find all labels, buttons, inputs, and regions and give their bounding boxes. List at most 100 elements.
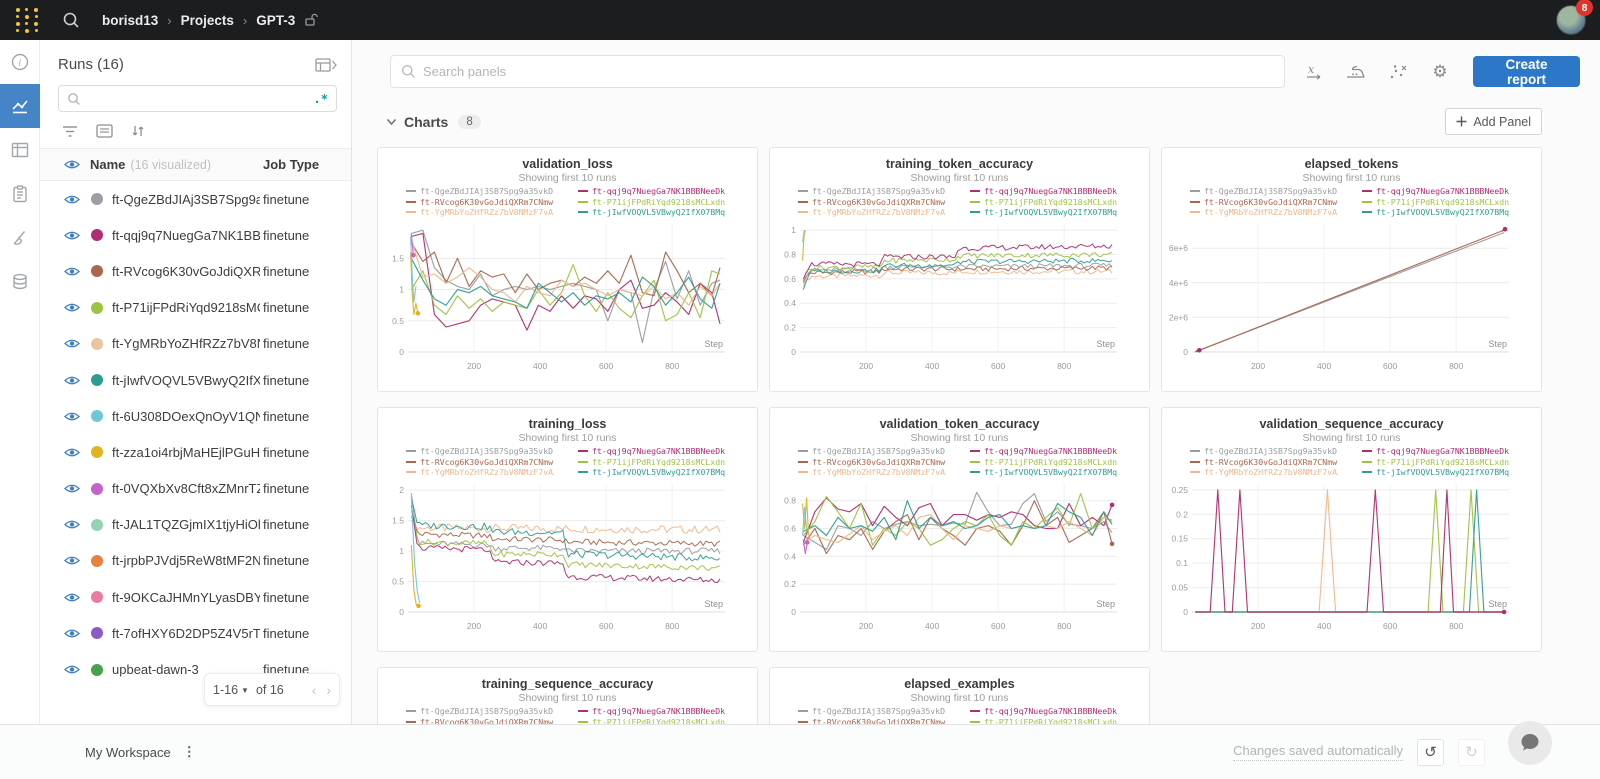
eye-icon[interactable]	[64, 302, 80, 313]
legend-entry[interactable]: ft-YgMRbYoZHfRZz7bV8NMzF7vA	[406, 207, 578, 218]
chart-panel[interactable]: training_token_accuracy Showing first 10…	[769, 147, 1150, 392]
legend-entry[interactable]: ft-qqj9q7NuegGa7NK1BBBNeeDk	[970, 706, 1142, 717]
chat-support-button[interactable]	[1508, 721, 1552, 765]
eye-icon[interactable]	[64, 411, 80, 422]
legend-entry[interactable]: ft-QgeZBdJIAj3SB7Spg9a35vkD	[798, 186, 970, 197]
run-row[interactable]: ft-zza1oi4rbjMaHEjlPGuH finetune	[40, 434, 351, 470]
legend-entry[interactable]: ft-qqj9q7NuegGa7NK1BBBNeeDk	[970, 446, 1142, 457]
legend-entry[interactable]: ft-P71ijFPdRiYqd9218sMCLxdn	[970, 457, 1142, 468]
workspace-menu-kebab-icon[interactable]: ⋮	[182, 744, 196, 759]
legend-entry[interactable]: ft-P71ijFPdRiYqd9218sMCLxdn	[578, 197, 750, 208]
legend-entry[interactable]: ft-RVcog6K30vGoJdiQXRm7CNmw	[406, 457, 578, 468]
run-name[interactable]: ft-YgMRbYoZHfRZz7bV8NMzF7vA	[112, 336, 260, 352]
run-name[interactable]: ft-JAL1TQZGjmIX1tjyHiOl	[112, 517, 260, 533]
legend-entry[interactable]: ft-YgMRbYoZHfRZz7bV8NMzF7vA	[798, 467, 970, 478]
run-name[interactable]: upbeat-dawn-3	[112, 662, 199, 678]
chart-panel[interactable]: training_loss Showing first 10 runs ft-Q…	[377, 407, 758, 652]
eye-icon[interactable]	[64, 159, 80, 170]
column-header-name[interactable]: Name	[90, 157, 126, 172]
legend-entry[interactable]: ft-RVcog6K30vGoJdiQXRm7CNmw	[798, 457, 970, 468]
rail-item-charts[interactable]	[0, 84, 40, 128]
x-axis-settings-icon[interactable]: x	[1303, 61, 1325, 83]
legend-entry[interactable]: ft-YgMRbYoZHfRZz7bV8NMzF7vA	[798, 207, 970, 218]
run-name[interactable]: ft-P71ijFPdRiYqd9218sMCLxdn	[112, 300, 260, 316]
legend-entry[interactable]: ft-YgMRbYoZHfRZz7bV8NMzF7vA	[1190, 467, 1362, 478]
search-icon[interactable]	[62, 11, 80, 29]
eye-icon[interactable]	[64, 483, 80, 494]
sort-icon[interactable]	[131, 124, 145, 138]
legend-entry[interactable]: ft-P71ijFPdRiYqd9218sMCLxdn	[1362, 197, 1534, 208]
legend-entry[interactable]: ft-P71ijFPdRiYqd9218sMCLxdn	[970, 717, 1142, 728]
runs-search-input[interactable]	[87, 91, 314, 106]
wandb-logo[interactable]	[14, 7, 40, 33]
workspace-selector[interactable]: My Workspace	[85, 744, 171, 760]
legend-entry[interactable]: ft-jIwfVOQVL5VBwyQ2IfX07BMq	[578, 207, 750, 218]
eye-icon[interactable]	[64, 194, 80, 205]
legend-entry[interactable]: ft-QgeZBdJIAj3SB7Spg9a35vkD	[798, 446, 970, 457]
regex-toggle-icon[interactable]: .*	[313, 91, 328, 106]
add-panel-button[interactable]: Add Panel	[1445, 108, 1542, 135]
run-row[interactable]: ft-RVcog6K30vGoJdiQXRm7CNmw finetune	[40, 253, 351, 289]
run-name[interactable]: ft-0VQXbXv8Cft8xZMnrTZ	[112, 481, 260, 497]
rail-item-sweeps[interactable]	[0, 216, 40, 260]
settings-gear-icon[interactable]: ⚙	[1432, 62, 1448, 81]
smoothing-icon[interactable]	[1345, 61, 1367, 83]
chart-panel[interactable]: elapsed_tokens Showing first 10 runs ft-…	[1161, 147, 1542, 392]
legend-entry[interactable]: ft-qqj9q7NuegGa7NK1BBBNeeDk	[578, 446, 750, 457]
legend-entry[interactable]: ft-qqj9q7NuegGa7NK1BBBNeeDk	[578, 706, 750, 717]
rail-item-logs[interactable]	[0, 172, 40, 216]
eye-icon[interactable]	[64, 664, 80, 675]
legend-entry[interactable]: ft-QgeZBdJIAj3SB7Spg9a35vkD	[1190, 186, 1362, 197]
legend-entry[interactable]: ft-QgeZBdJIAj3SB7Spg9a35vkD	[406, 186, 578, 197]
legend-entry[interactable]: ft-jIwfVOQVL5VBwyQ2IfX07BMq	[970, 467, 1142, 478]
column-header-job-type[interactable]: Job Type	[263, 157, 320, 172]
legend-entry[interactable]: ft-jIwfVOQVL5VBwyQ2IfX07BMq	[578, 467, 750, 478]
outliers-icon[interactable]	[1387, 61, 1409, 83]
rail-item-overview[interactable]: i	[0, 40, 40, 84]
run-name[interactable]: ft-9OKCaJHMnYLyasDBYF	[112, 589, 260, 605]
legend-entry[interactable]: ft-RVcog6K30vGoJdiQXRm7CNmw	[798, 717, 970, 728]
notification-badge[interactable]: 8	[1576, 0, 1593, 16]
eye-icon[interactable]	[64, 447, 80, 458]
legend-entry[interactable]: ft-QgeZBdJIAj3SB7Spg9a35vkD	[406, 446, 578, 457]
chart-panel[interactable]: validation_token_accuracy Showing first …	[769, 407, 1150, 652]
breadcrumb-user[interactable]: borisd13	[102, 12, 159, 28]
legend-entry[interactable]: ft-RVcog6K30vGoJdiQXRm7CNmw	[1190, 457, 1362, 468]
run-row[interactable]: ft-P71ijFPdRiYqd9218sMCLxdn finetune	[40, 290, 351, 326]
legend-entry[interactable]: ft-P71ijFPdRiYqd9218sMCLxdn	[970, 197, 1142, 208]
expand-table-button[interactable]	[315, 57, 337, 73]
legend-entry[interactable]: ft-P71ijFPdRiYqd9218sMCLxdn	[578, 717, 750, 728]
legend-entry[interactable]: ft-RVcog6K30vGoJdiQXRm7CNmw	[798, 197, 970, 208]
eye-icon[interactable]	[64, 375, 80, 386]
breadcrumb-project[interactable]: GPT-3	[256, 12, 296, 28]
rail-item-table[interactable]	[0, 128, 40, 172]
legend-entry[interactable]: ft-RVcog6K30vGoJdiQXRm7CNmw	[406, 717, 578, 728]
next-page-button[interactable]: ›	[326, 681, 331, 698]
run-row[interactable]: ft-QgeZBdJIAj3SB7Spg9a35vkD finetune	[40, 181, 351, 217]
prev-page-button[interactable]: ‹	[311, 681, 317, 698]
legend-entry[interactable]: ft-RVcog6K30vGoJdiQXRm7CNmw	[406, 197, 578, 208]
charts-section-label[interactable]: Charts	[404, 113, 449, 130]
run-row[interactable]: ft-7ofHXY6D2DP5Z4V5rTv finetune	[40, 615, 351, 651]
eye-icon[interactable]	[64, 592, 80, 603]
legend-entry[interactable]: ft-YgMRbYoZHfRZz7bV8NMzF7vA	[1190, 207, 1362, 218]
run-name[interactable]: ft-jIwfVOQVL5VBwyQ2IfX07BMq	[112, 372, 260, 388]
run-row[interactable]: ft-6U308DOexQnOyV1QN finetune	[40, 398, 351, 434]
chart-panel[interactable]: validation_sequence_accuracy Showing fir…	[1161, 407, 1542, 652]
legend-entry[interactable]: ft-qqj9q7NuegGa7NK1BBBNeeDk	[1362, 186, 1534, 197]
legend-entry[interactable]: ft-QgeZBdJIAj3SB7Spg9a35vkD	[406, 706, 578, 717]
chevron-down-icon[interactable]: ▼	[241, 686, 249, 695]
section-collapse-chevron-icon[interactable]	[386, 118, 397, 126]
legend-entry[interactable]: ft-qqj9q7NuegGa7NK1BBBNeeDk	[1362, 446, 1534, 457]
eye-icon[interactable]	[64, 555, 80, 566]
run-row[interactable]: ft-0VQXbXv8Cft8xZMnrTZ finetune	[40, 471, 351, 507]
run-name[interactable]: ft-jrpbPJVdj5ReW8tMF2N	[112, 553, 260, 569]
run-row[interactable]: ft-qqj9q7NuegGa7NK1BBBNeeDk finetune	[40, 217, 351, 253]
legend-entry[interactable]: ft-jIwfVOQVL5VBwyQ2IfX07BMq	[970, 207, 1142, 218]
eye-icon[interactable]	[64, 628, 80, 639]
run-row[interactable]: ft-jIwfVOQVL5VBwyQ2IfX07BMq finetune	[40, 362, 351, 398]
undo-button[interactable]: ↺	[1417, 738, 1444, 766]
chart-panel[interactable]: validation_loss Showing first 10 runs ft…	[377, 147, 758, 392]
run-name[interactable]: ft-QgeZBdJIAj3SB7Spg9a35vkD	[112, 191, 260, 207]
run-row[interactable]: ft-JAL1TQZGjmIX1tjyHiOl finetune	[40, 507, 351, 543]
